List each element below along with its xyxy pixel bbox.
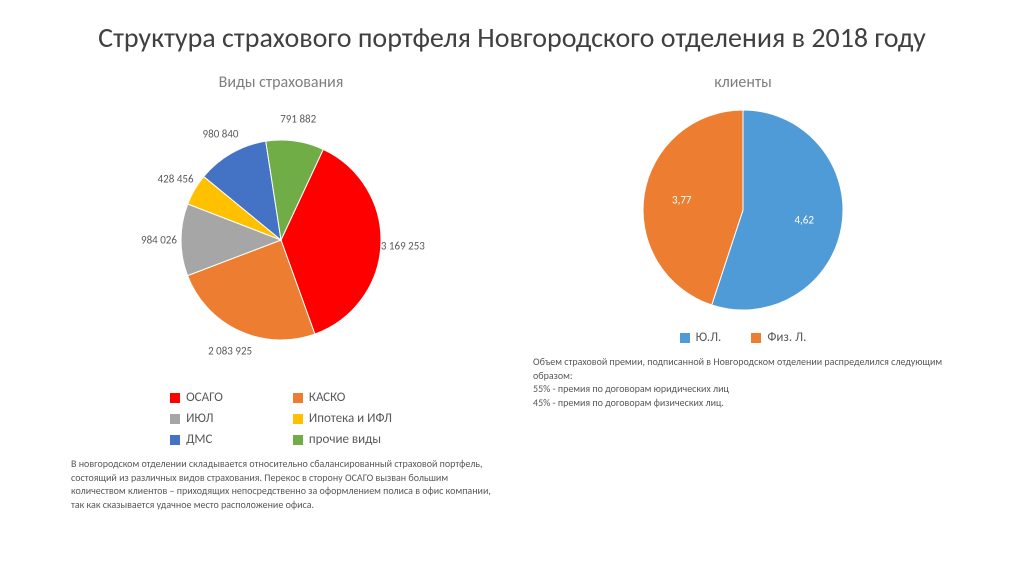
- legend-swatch: [751, 333, 761, 343]
- pie-slice-label: 791 882: [280, 113, 316, 126]
- chart-right-legend: Ю.Л. Физ. Л.: [680, 330, 807, 345]
- chart-right-column: клиенты 4,62 3,77 Ю.Л. Физ. Л. Объем страх…: [522, 73, 964, 564]
- chart-right-title: клиенты: [714, 73, 772, 92]
- legend-swatch: [293, 414, 303, 424]
- legend-item: Физ. Л.: [751, 330, 806, 345]
- legend-label: ОСАГО: [186, 390, 223, 405]
- legend-label: Физ. Л.: [767, 330, 806, 345]
- legend-swatch: [170, 414, 180, 424]
- pie-slice-label: 3,77: [672, 194, 691, 207]
- legend-item: прочие виды: [293, 432, 392, 447]
- legend-label: ДМС: [186, 432, 212, 447]
- chart-left-pie: 3 169 2532 083 925984 026428 456980 8407…: [141, 100, 421, 380]
- pie-slice-label: 2 083 925: [208, 344, 252, 357]
- pie-slice-label: 3 169 253: [381, 239, 425, 252]
- legend-item: КАСКО: [293, 390, 392, 405]
- legend-swatch: [170, 393, 180, 403]
- legend-label: Ю.Л.: [696, 330, 722, 345]
- page-title: Структура страхового портфеля Новгородск…: [60, 20, 964, 55]
- legend-item: Ю.Л.: [680, 330, 722, 345]
- slide-root: Структура страхового портфеля Новгородск…: [0, 0, 1024, 574]
- chart-left-title: Виды страхования: [219, 73, 344, 92]
- legend-item: ОСАГО: [170, 390, 223, 405]
- legend-label: КАСКО: [309, 390, 346, 405]
- charts-row: Виды страхования 3 169 253 2 083 925 984 0…: [60, 73, 964, 564]
- chart-left-legend: ОСАГО КАСКО ИЮЛ Ипотека и ИФЛ ДМС прочие виды: [170, 390, 392, 447]
- legend-label: прочие виды: [309, 432, 381, 447]
- legend-item: Ипотека и ИФЛ: [293, 411, 392, 426]
- legend-item: ИЮЛ: [170, 411, 223, 426]
- pie-slice-label: 4,62: [794, 213, 813, 226]
- legend-label: ИЮЛ: [186, 411, 213, 426]
- chart-right-note: Объем страховой премии, подписанной в Но…: [533, 355, 953, 409]
- legend-swatch: [293, 393, 303, 403]
- pie-slice-label: 984 026: [141, 233, 177, 246]
- legend-label: Ипотека и ИФЛ: [309, 411, 392, 426]
- pie-slice-label: 980 840: [203, 128, 239, 141]
- chart-left-note: В новгородском отделении складывается от…: [71, 457, 491, 511]
- chart-left-column: Виды страхования 3 169 253 2 083 925 984 0…: [60, 73, 502, 564]
- legend-item: ДМС: [170, 432, 223, 447]
- legend-swatch: [680, 333, 690, 343]
- legend-swatch: [293, 435, 303, 445]
- pie-slice-label: 428 456: [158, 172, 194, 185]
- legend-swatch: [170, 435, 180, 445]
- chart-right-pie: 4,62 3,77: [633, 100, 853, 320]
